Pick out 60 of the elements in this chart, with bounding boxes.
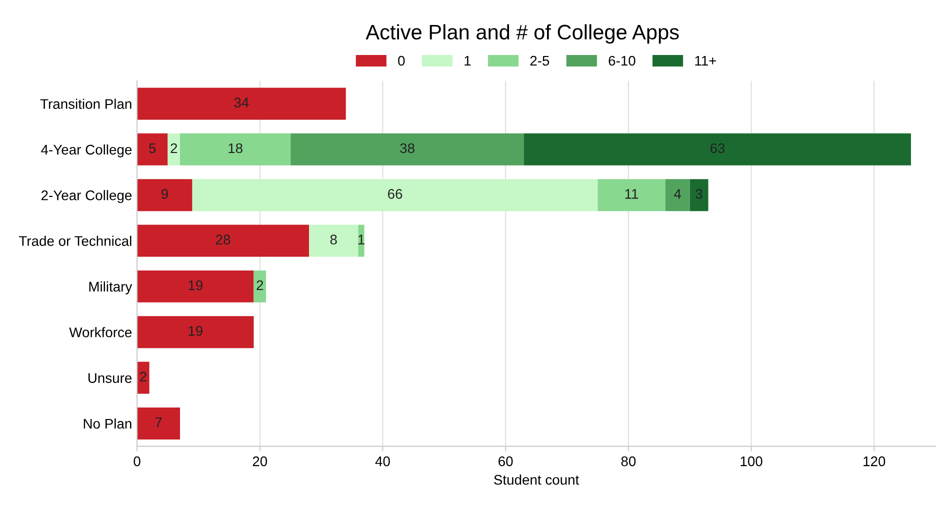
x-tick-label: 80 [621, 456, 636, 466]
bar [137, 179, 192, 212]
bar [665, 179, 690, 212]
x-tick-label: 60 [498, 456, 513, 466]
x-axis-title: Student count [494, 474, 580, 485]
bar [180, 133, 291, 166]
y-tick-label: Transition Plan [40, 98, 132, 109]
data-label: 2 [170, 143, 178, 154]
bar [690, 179, 708, 212]
bar [598, 179, 666, 212]
y-tick-label: Workforce [69, 327, 132, 338]
bar [137, 362, 150, 394]
data-label: 1 [358, 234, 364, 244]
bar [137, 407, 180, 440]
data-label: 4 [674, 189, 682, 199]
bar [358, 224, 364, 257]
legend-label: 6-10 [608, 56, 636, 66]
bar [137, 224, 310, 257]
data-label: 3 [696, 188, 702, 199]
bar [137, 270, 254, 302]
data-label: 11 [625, 189, 638, 199]
data-label: 34 [234, 98, 249, 108]
y-tick-label: No Plan [84, 418, 132, 429]
bar [254, 270, 266, 302]
data-label: 38 [400, 143, 414, 154]
y-tick-label: 2-Year College [41, 190, 132, 204]
bar [524, 133, 911, 166]
legend-label: 1 [464, 56, 471, 66]
x-tick-label: 100 [740, 456, 762, 466]
data-label: 2 [256, 280, 264, 290]
data-label: 2 [140, 372, 146, 382]
data-label: 28 [216, 234, 230, 244]
data-label: 66 [388, 188, 402, 199]
x-tick-label: 120 [864, 456, 886, 466]
data-label: 8 [330, 234, 337, 244]
y-tick-label: Military [89, 281, 132, 294]
y-tick-label: Trade or Technical [19, 236, 132, 246]
y-tick-label: Unsure [88, 373, 132, 383]
legend-label: 0 [398, 56, 405, 66]
data-label: 18 [228, 143, 242, 154]
legend-label: 11+ [695, 56, 716, 66]
data-label: 5 [149, 143, 156, 154]
data-label: 7 [155, 418, 162, 428]
bar [168, 133, 180, 166]
bar [137, 133, 168, 166]
data-label: 63 [710, 143, 725, 154]
legend-label: 2-5 [530, 56, 550, 66]
y-tick-label: 4-Year College [41, 144, 132, 158]
bar [290, 133, 524, 166]
data-label: 9 [161, 188, 168, 199]
bar [137, 88, 346, 120]
data-label: 19 [188, 280, 202, 290]
x-tick-label: 0 [134, 456, 140, 466]
bar [192, 179, 598, 212]
data-label: 19 [188, 326, 202, 336]
x-tick-label: 40 [375, 456, 390, 466]
x-tick-label: 20 [252, 456, 268, 466]
chart-title: Active Plan and # of College Apps [366, 24, 679, 44]
bar [309, 224, 358, 257]
bar [137, 316, 254, 348]
